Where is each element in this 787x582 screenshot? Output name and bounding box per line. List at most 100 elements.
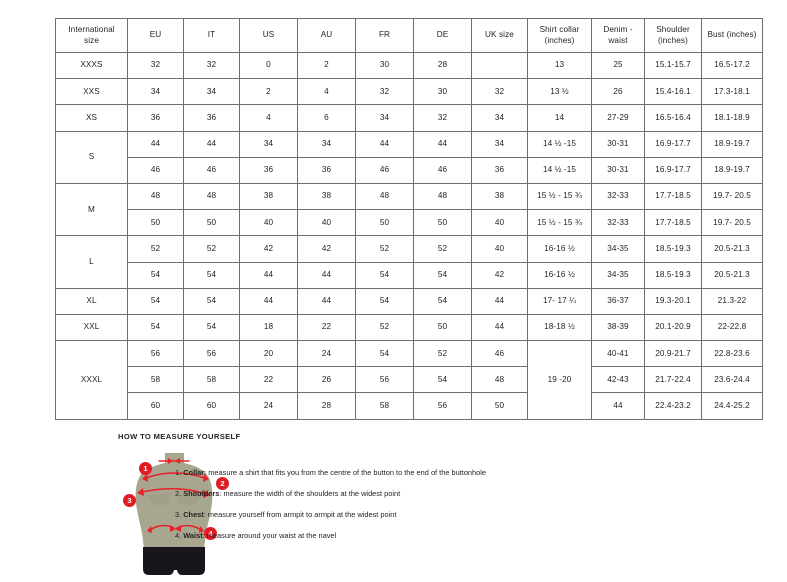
- cell-uk: 40: [471, 235, 528, 263]
- table-row: 46 46 36 36 46 46 36 14 ½ -15 30-31 16.9-17.7 18.9…: [56, 156, 763, 184]
- table-row: 54 54 44 44 54 54 42 16-16 ½ 34-35 18.5-19.3 20.5-…: [56, 261, 763, 289]
- cell-shoulder: 15.1-15.7: [644, 51, 702, 80]
- cell-au: 44: [297, 261, 356, 289]
- cell-it: 48: [183, 182, 240, 211]
- size-chart-container: International size EU IT US AU FR DE UK size Shir…: [55, 18, 763, 420]
- column-header-11: Bust (inches): [701, 18, 763, 53]
- column-header-8: Shirt collar (inches): [527, 18, 592, 53]
- cell-collar: 16-16 ½: [527, 235, 592, 263]
- cell-us: 18: [239, 313, 298, 342]
- cell-eu: 56: [127, 340, 184, 368]
- table-row: L 52 52 42 42 52 52 40 16-16 ½ 34-35 18.5-19.3 20.5…: [55, 235, 763, 289]
- cell-international-size: M: [55, 182, 128, 237]
- cell-au: 40: [297, 209, 356, 237]
- cell-fr: 32: [355, 78, 414, 106]
- measure-badge-2: 2: [216, 477, 229, 490]
- cell-shoulder: 20.9-21.7: [644, 340, 702, 368]
- measure-instruction-4: 4. Waist: measure around your waist at t…: [175, 530, 337, 540]
- cell-denim: 32-33: [591, 182, 645, 211]
- cell-fr: 34: [355, 104, 414, 132]
- cell-it: 60: [183, 392, 240, 420]
- cell-bust: 20.5-21.3: [701, 261, 763, 289]
- cell-shoulder: 16.9-17.7: [644, 156, 702, 184]
- table-row: 58 58 22 26 56 54 48 42-43 21.7-22.4 23.6-24.4: [56, 366, 763, 394]
- cell-uk: 44: [471, 287, 528, 315]
- table-row: XXL 54 54 18 22 52 50 44 18-18 ½ 38-39 20.1-20.9 22…: [55, 313, 763, 342]
- cell-de: 32: [413, 104, 472, 132]
- table-header-row: International size EU IT US AU FR DE UK size Shir…: [55, 18, 763, 53]
- column-header-6: DE: [413, 18, 472, 53]
- cell-eu: 52: [127, 235, 184, 263]
- cell-au: 6: [297, 104, 356, 132]
- cell-au: 44: [297, 287, 356, 315]
- cell-us: 0: [239, 51, 298, 80]
- cell-shoulder: 16.9-17.7: [644, 130, 702, 158]
- cell-collar: 19 -20: [527, 340, 592, 420]
- cell-uk: 38: [471, 182, 528, 211]
- cell-fr: 48: [355, 182, 414, 211]
- cell-it: 36: [183, 104, 240, 132]
- cell-international-size: S: [55, 130, 128, 184]
- cell-international-size: XS: [55, 104, 128, 132]
- how-to-measure-heading: HOW TO MEASURE YOURSELF: [118, 432, 241, 441]
- cell-shoulder: 21.7-22.4: [644, 366, 702, 394]
- measure-badge-3: 3: [123, 494, 136, 507]
- cell-us: 34: [239, 130, 298, 158]
- cell-fr: 44: [355, 130, 414, 158]
- cell-de: 44: [413, 130, 472, 158]
- cell-de: 52: [413, 340, 472, 368]
- cell-de: 56: [413, 392, 472, 420]
- cell-international-size: XXS: [55, 78, 128, 106]
- cell-au: 36: [297, 156, 356, 184]
- measure-instruction-3: 3. Chest: measure yourself from armpit t…: [175, 509, 397, 519]
- cell-international-size: XXL: [55, 313, 128, 342]
- cell-us: 42: [239, 235, 298, 263]
- cell-uk: 34: [471, 104, 528, 132]
- cell-de: 30: [413, 78, 472, 106]
- cell-denim: 27-29: [591, 104, 645, 132]
- table-body: XXXS 32 32 0 2 30 28 13 25 15.1-15.7 16.5-17.2 XXS 3…: [55, 51, 763, 420]
- cell-au: 42: [297, 235, 356, 263]
- cell-uk: 32: [471, 78, 528, 106]
- cell-au: 28: [297, 392, 356, 420]
- column-header-7: UK size: [471, 18, 528, 53]
- table-row: XL 54 54 44 44 54 54 44 17- 17 ¼ 36-37 19.3-20.1 21…: [55, 287, 763, 315]
- cell-it: 44: [183, 130, 240, 158]
- cell-uk: 40: [471, 209, 528, 237]
- cell-fr: 46: [355, 156, 414, 184]
- cell-fr: 52: [355, 313, 414, 342]
- cell-de: 28: [413, 51, 472, 80]
- cell-fr: 56: [355, 366, 414, 394]
- cell-it: 50: [183, 209, 240, 237]
- cell-au: 4: [297, 78, 356, 106]
- cell-bust: 18.1-18.9: [701, 104, 763, 132]
- cell-uk: [471, 51, 528, 80]
- cell-it: 56: [183, 340, 240, 368]
- cell-us: 22: [239, 366, 298, 394]
- cell-denim: 26: [591, 78, 645, 106]
- cell-it: 54: [183, 287, 240, 315]
- cell-shoulder: 18.5-19.3: [644, 235, 702, 263]
- cell-uk: 46: [471, 340, 528, 368]
- cell-de: 46: [413, 156, 472, 184]
- cell-us: 44: [239, 261, 298, 289]
- torso-diagram-svg: [135, 453, 213, 575]
- column-header-4: AU: [297, 18, 356, 53]
- how-to-measure-body: 1 2 3 4 1. Collar: measure a shirt that …: [118, 449, 738, 575]
- cell-au: 2: [297, 51, 356, 80]
- cell-international-size: XXXS: [55, 51, 128, 80]
- cell-it: 32: [183, 51, 240, 80]
- how-to-measure-section: HOW TO MEASURE YOURSELF: [118, 432, 738, 575]
- cell-fr: 30: [355, 51, 414, 80]
- cell-bust: 20.5-21.3: [701, 235, 763, 263]
- cell-denim: 32-33: [591, 209, 645, 237]
- cell-bust: 21.3-22: [701, 287, 763, 315]
- column-header-0: International size: [55, 18, 128, 53]
- table-row: XXXL 56 56 20 24 54 52 46 19 -20 40-41 20.9-21.7 22…: [55, 340, 763, 420]
- cell-uk: 48: [471, 366, 528, 394]
- cell-bust: 19.7- 20.5: [701, 209, 763, 237]
- cell-it: 46: [183, 156, 240, 184]
- cell-collar: 13: [527, 51, 592, 80]
- cell-international-size: XL: [55, 287, 128, 315]
- cell-de: 54: [413, 287, 472, 315]
